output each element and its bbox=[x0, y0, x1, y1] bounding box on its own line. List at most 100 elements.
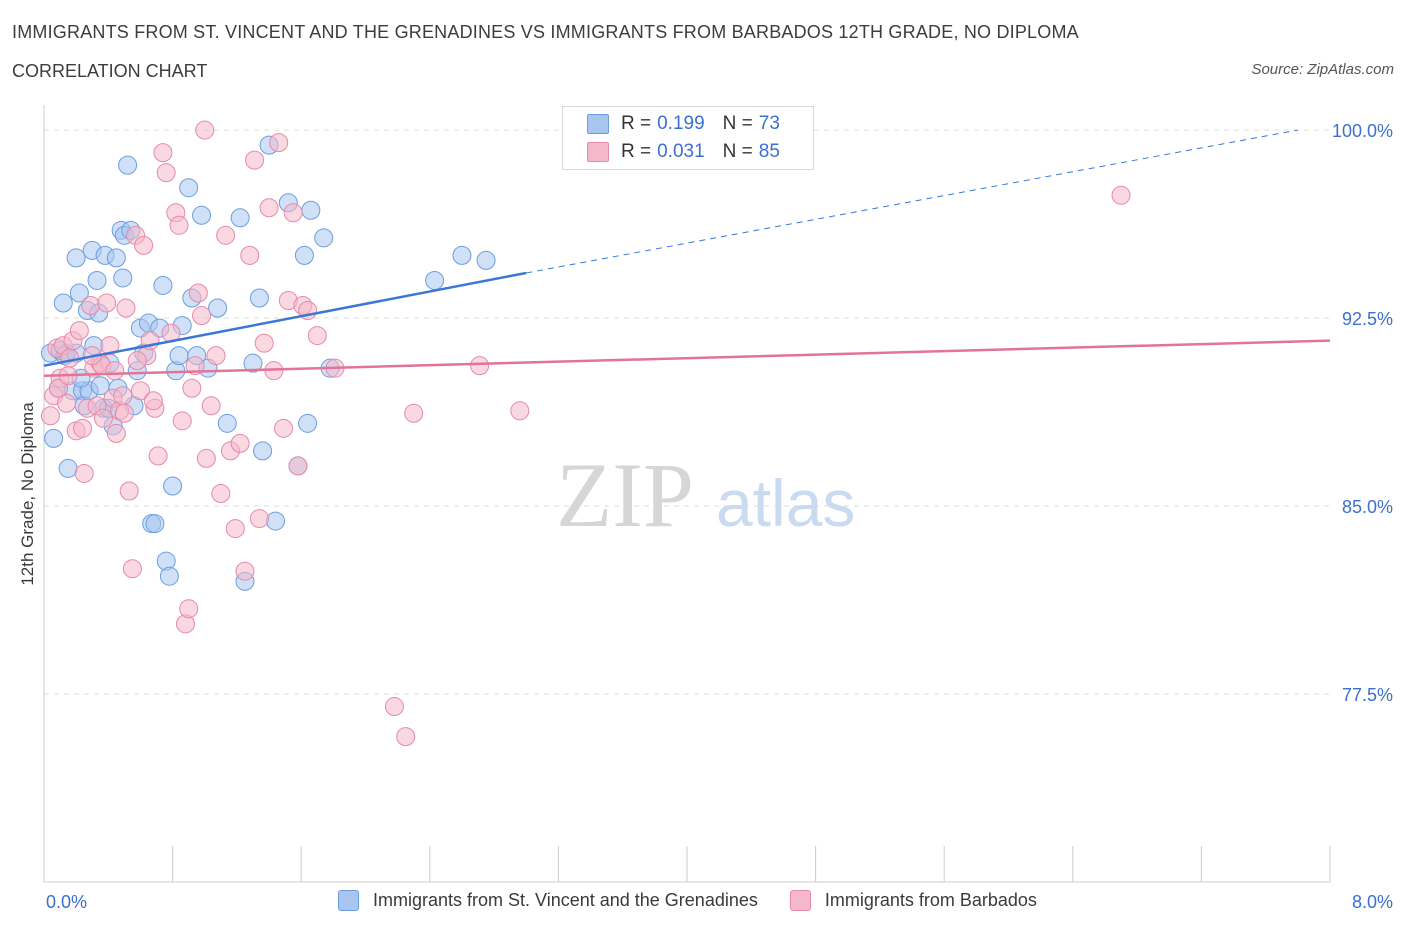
data-point-blue bbox=[192, 205, 212, 225]
data-point-blue bbox=[159, 566, 179, 586]
series-swatch-blue bbox=[338, 890, 359, 911]
data-point-pink bbox=[73, 418, 93, 438]
data-point-pink bbox=[1111, 185, 1131, 205]
data-point-blue bbox=[153, 275, 173, 295]
data-point-pink bbox=[235, 561, 255, 581]
data-point-blue bbox=[314, 228, 334, 248]
y-axis-label: 12th Grade, No Diploma bbox=[18, 402, 37, 586]
data-point-blue bbox=[66, 248, 86, 268]
data-point-blue bbox=[53, 293, 73, 313]
data-point-pink bbox=[130, 381, 150, 401]
data-point-blue bbox=[294, 245, 314, 265]
legend-n-value: 73 bbox=[758, 113, 780, 134]
data-point-pink bbox=[148, 446, 168, 466]
data-point-pink bbox=[106, 423, 126, 443]
legend-r-label: R = bbox=[621, 113, 652, 134]
series-label-pink: Immigrants from Barbados bbox=[824, 890, 1037, 910]
correlation-legend: R = 0.199 N = 73 R = 0.031 N = 85 bbox=[562, 106, 814, 170]
x-tick-label: 8.0% bbox=[1352, 892, 1393, 912]
trend-line-pink bbox=[43, 339, 1331, 377]
data-point-pink bbox=[404, 403, 424, 423]
data-point-pink bbox=[156, 163, 176, 183]
data-point-pink bbox=[245, 150, 265, 170]
watermark-zip: ZIP bbox=[556, 444, 694, 546]
data-point-pink bbox=[211, 484, 231, 503]
data-point-blue bbox=[298, 413, 318, 433]
data-point-pink bbox=[188, 283, 208, 303]
data-point-pink bbox=[225, 519, 245, 539]
series-swatch-pink bbox=[789, 890, 811, 911]
legend-r-value: 0.199 bbox=[657, 113, 705, 134]
y-tick-label: 100.0% bbox=[1332, 121, 1393, 141]
legend-swatch-pink bbox=[587, 142, 609, 162]
trend-line-blue-extension bbox=[526, 129, 1298, 274]
data-point-blue bbox=[179, 178, 199, 198]
legend-row-blue: R = 0.199 N = 73 bbox=[587, 112, 798, 136]
data-point-pink bbox=[48, 378, 68, 398]
chart-subtitle: CORRELATION CHART bbox=[12, 61, 208, 81]
y-tick-label: 92.5% bbox=[1342, 309, 1393, 329]
data-point-pink bbox=[105, 361, 125, 381]
data-point-pink bbox=[196, 448, 216, 468]
y-tick-label: 85.0% bbox=[1342, 497, 1393, 517]
data-point-pink bbox=[74, 463, 94, 483]
data-point-pink bbox=[114, 403, 134, 423]
data-point-blue bbox=[452, 245, 472, 265]
data-point-blue bbox=[230, 208, 250, 228]
chart-title: IMMIGRANTS FROM ST. VINCENT AND THE GREN… bbox=[12, 22, 1079, 42]
data-point-pink bbox=[201, 396, 221, 416]
y-tick-label: 77.5% bbox=[1342, 685, 1393, 705]
series-legend-item-pink[interactable]: Immigrants from Barbados bbox=[789, 890, 1037, 911]
data-point-blue bbox=[243, 353, 263, 373]
legend-r-value: 0.031 bbox=[657, 141, 705, 162]
series-legend: Immigrants from St. Vincent and the Gren… bbox=[338, 890, 1069, 911]
data-point-blue bbox=[113, 268, 133, 288]
data-point-blue bbox=[425, 270, 445, 290]
data-point-blue bbox=[58, 458, 78, 478]
data-point-pink bbox=[259, 198, 279, 218]
data-point-pink bbox=[274, 418, 294, 438]
data-point-pink bbox=[116, 298, 136, 318]
watermark-atlas: atlas bbox=[716, 466, 855, 540]
legend-swatch-blue bbox=[587, 114, 609, 134]
data-point-pink bbox=[396, 727, 416, 747]
data-point-pink bbox=[113, 386, 133, 406]
data-point-blue bbox=[217, 413, 237, 433]
series-legend-item-blue[interactable]: Immigrants from St. Vincent and the Gren… bbox=[338, 890, 758, 911]
x-tick-label: 0.0% bbox=[46, 892, 87, 912]
data-point-pink bbox=[230, 433, 250, 453]
legend-n-value: 85 bbox=[758, 141, 780, 162]
data-point-blue bbox=[249, 288, 269, 308]
series-label-blue: Immigrants from St. Vincent and the Gren… bbox=[373, 890, 758, 910]
data-point-blue bbox=[106, 248, 126, 268]
data-point-pink bbox=[69, 321, 89, 341]
data-point-pink bbox=[93, 408, 113, 428]
data-point-pink bbox=[60, 348, 80, 368]
data-point-pink bbox=[283, 203, 303, 223]
data-point-pink bbox=[185, 356, 205, 376]
data-point-pink bbox=[192, 306, 212, 326]
data-point-pink bbox=[134, 235, 154, 255]
data-point-pink bbox=[57, 393, 77, 413]
data-point-blue bbox=[44, 428, 64, 448]
data-point-blue bbox=[208, 298, 228, 318]
data-point-blue bbox=[253, 441, 273, 461]
data-point-pink bbox=[182, 378, 202, 398]
data-point-blue bbox=[118, 155, 138, 175]
data-point-pink bbox=[216, 225, 236, 245]
data-point-pink bbox=[97, 293, 117, 313]
data-point-blue bbox=[169, 346, 189, 366]
source-credit: Source: ZipAtlas.com bbox=[1251, 61, 1394, 78]
data-point-blue bbox=[145, 514, 165, 534]
data-point-pink bbox=[269, 133, 289, 153]
data-point-pink bbox=[254, 333, 274, 353]
trend-line-blue bbox=[43, 271, 527, 367]
data-point-pink bbox=[122, 559, 142, 579]
data-point-pink bbox=[288, 456, 308, 476]
data-point-pink bbox=[510, 401, 530, 421]
data-point-blue bbox=[476, 250, 496, 270]
legend-row-pink: R = 0.031 N = 85 bbox=[587, 140, 798, 164]
data-point-pink bbox=[81, 296, 101, 316]
data-point-pink bbox=[169, 215, 189, 235]
